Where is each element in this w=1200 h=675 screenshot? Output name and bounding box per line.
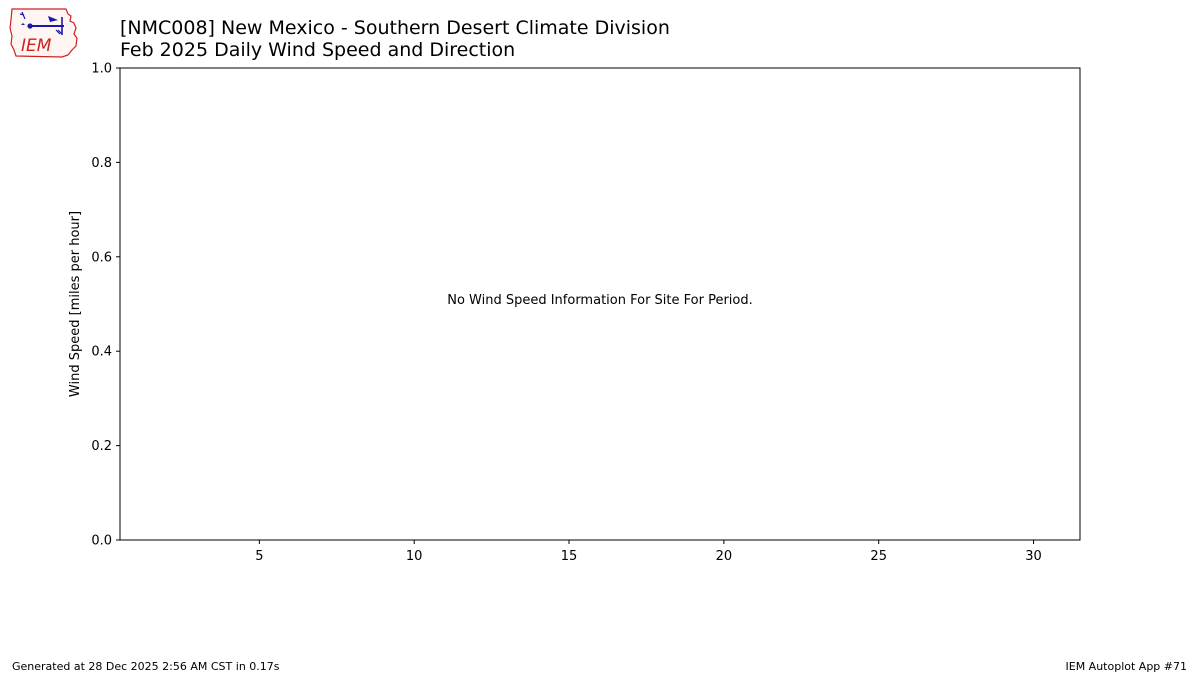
x-tick-label: 30 (1025, 549, 1042, 564)
x-tick-label: 15 (561, 549, 578, 564)
y-tick-label: 0.6 (91, 250, 112, 265)
x-tick-label: 5 (255, 549, 263, 564)
no-data-annotation: No Wind Speed Information For Site For P… (447, 293, 753, 308)
title-line-1: [NMC008] New Mexico - Southern Desert Cl… (120, 17, 670, 39)
logo-text: IEM (21, 36, 52, 56)
app-credit: IEM Autoplot App #71 (1065, 660, 1188, 673)
plot-area-frame (119, 67, 1081, 541)
iem-logo: IEM (8, 6, 80, 60)
y-tick-label: 0.8 (91, 156, 112, 171)
y-tick-label: 0.2 (91, 439, 112, 454)
y-axis-label: Wind Speed [miles per hour] (68, 211, 83, 397)
iem-logo-graphic: IEM (9, 8, 78, 58)
x-tick-label: 20 (716, 549, 733, 564)
x-tick-label: 10 (406, 549, 423, 564)
y-tick-label: 0.4 (91, 345, 112, 360)
y-axis: 0.0 0.2 0.4 0.6 0.8 1.0 (91, 62, 120, 549)
title-line-2: Feb 2025 Daily Wind Speed and Direction (120, 39, 516, 61)
chart-title: [NMC008] New Mexico - Southern Desert Cl… (120, 17, 670, 61)
generated-timestamp: Generated at 28 Dec 2025 2:56 AM CST in … (12, 660, 280, 673)
y-tick-label: 1.0 (91, 62, 112, 77)
x-tick-label: 25 (870, 549, 887, 564)
x-axis: 5 10 15 20 25 30 (255, 540, 1042, 564)
y-tick-label: 0.0 (91, 534, 112, 549)
